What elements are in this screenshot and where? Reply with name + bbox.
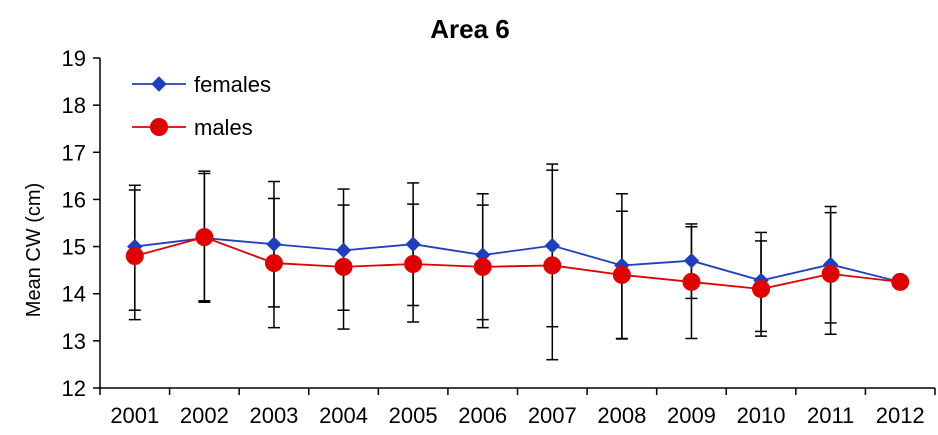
y-tick-label: 13 bbox=[62, 329, 86, 354]
point-males-2012 bbox=[891, 272, 910, 291]
point-females-2007 bbox=[544, 237, 560, 254]
x-tick-label: 2004 bbox=[319, 403, 368, 428]
point-males-2007 bbox=[543, 256, 562, 275]
y-axis-title: Mean CW (cm) bbox=[23, 183, 45, 317]
series-females bbox=[127, 230, 908, 290]
x-tick-label: 2010 bbox=[737, 403, 786, 428]
x-tick-label: 2006 bbox=[458, 403, 507, 428]
legend-label-males: males bbox=[194, 115, 253, 140]
x-tick-label: 2008 bbox=[597, 403, 646, 428]
legend-marker-females bbox=[151, 76, 167, 92]
axes: 12 13 14 15 16 17 18 19 2001 2002 2003 2004 2005 2006… bbox=[62, 46, 936, 428]
point-males-2009 bbox=[682, 272, 701, 291]
y-tick-label: 16 bbox=[62, 187, 86, 212]
x-tick-label: 2011 bbox=[807, 403, 854, 428]
point-males-2008 bbox=[612, 265, 631, 284]
x-tick-label: 2007 bbox=[528, 403, 577, 428]
x-tick-label: 2002 bbox=[180, 403, 229, 428]
legend-label-females: females bbox=[194, 72, 271, 97]
point-females-2009 bbox=[683, 253, 700, 269]
series bbox=[125, 228, 910, 298]
legend-item-males: males bbox=[132, 115, 253, 140]
y-tick-label: 17 bbox=[62, 140, 86, 165]
point-males-2006 bbox=[473, 257, 492, 276]
y-tick-label: 14 bbox=[62, 282, 86, 307]
x-tick-label: 2003 bbox=[249, 403, 298, 428]
y-tick-label: 15 bbox=[62, 235, 86, 260]
point-males-2011 bbox=[821, 264, 840, 283]
x-tick-label: 2012 bbox=[876, 403, 925, 428]
point-females-2005 bbox=[405, 236, 421, 252]
chart-title: Area 6 bbox=[430, 14, 510, 44]
point-males-2003 bbox=[264, 254, 283, 273]
series-males bbox=[125, 228, 910, 298]
y-tick-label: 12 bbox=[62, 376, 86, 401]
legend: females males bbox=[132, 72, 271, 140]
line-males bbox=[134, 236, 901, 290]
x-tick-label: 2005 bbox=[389, 403, 438, 428]
point-females-2003 bbox=[266, 236, 282, 252]
point-males-2001 bbox=[125, 247, 144, 265]
x-tick-label: 2001 bbox=[110, 403, 159, 428]
y-tick-label: 18 bbox=[62, 93, 86, 118]
point-males-2004 bbox=[334, 257, 353, 276]
point-males-2002 bbox=[195, 228, 214, 247]
legend-item-females: females bbox=[132, 72, 271, 97]
x-tick-label: 2009 bbox=[667, 403, 716, 428]
y-tick-label: 19 bbox=[62, 46, 86, 71]
point-males-2010 bbox=[752, 280, 771, 298]
line-females bbox=[134, 237, 901, 283]
point-females-2004 bbox=[335, 242, 352, 259]
legend-marker-males bbox=[150, 118, 168, 136]
point-males-2005 bbox=[404, 255, 423, 274]
